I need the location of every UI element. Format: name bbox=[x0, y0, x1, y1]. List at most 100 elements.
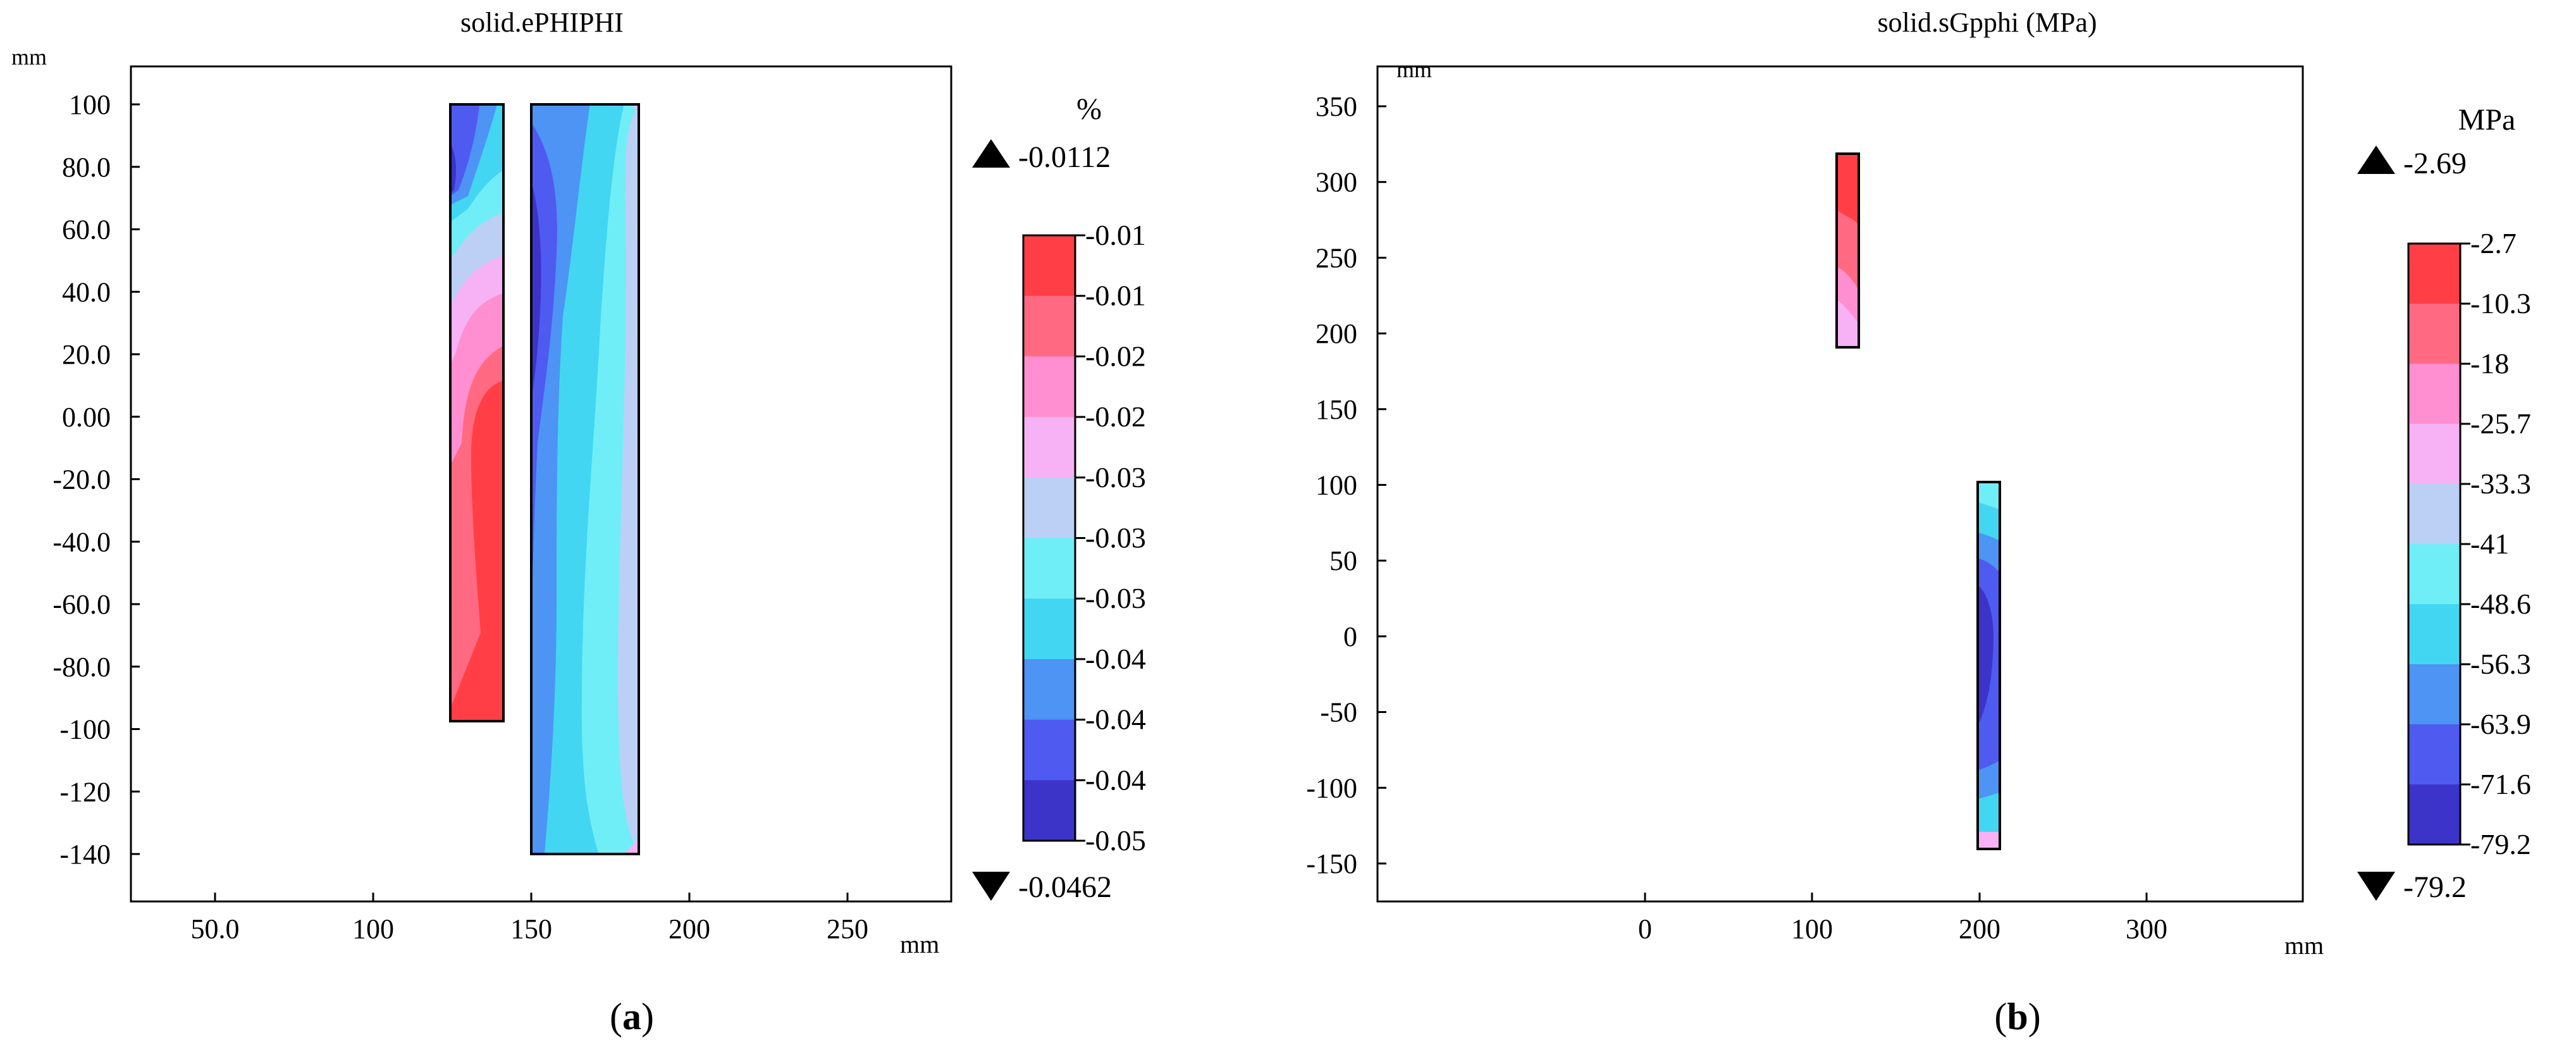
colorbar-segment bbox=[1023, 538, 1075, 599]
colorbar-label: -48.6 bbox=[2470, 588, 2531, 620]
panel-b: solid.sGpphi (MPa) mm mm 350 300 250 200 150… bbox=[1306, 7, 2530, 1037]
max-marker-icon bbox=[972, 139, 1010, 168]
x-tick-label: 100 bbox=[1791, 913, 1833, 944]
panel-a-right-strip-outline bbox=[530, 103, 640, 855]
y-tick-label: -100 bbox=[59, 714, 111, 745]
colorbar-segment bbox=[2408, 244, 2460, 304]
colorbar-label: -33.3 bbox=[2470, 467, 2531, 500]
colorbar-label: -0.01 bbox=[1085, 219, 1146, 251]
x-tick-label: 50.0 bbox=[191, 913, 240, 944]
min-marker-icon bbox=[2357, 872, 2395, 901]
colorbar-label: -0.04 bbox=[1085, 703, 1146, 736]
x-tick-label: 0 bbox=[1638, 913, 1652, 944]
panel-a-y-unit: mm bbox=[11, 44, 47, 70]
y-tick-label: 80.0 bbox=[62, 152, 111, 183]
colorbar-segment bbox=[2408, 304, 2460, 364]
panel-a-y-axis: 100 80.0 60.0 40.0 20.0 0.00 -20.0 -40.0 -60.0 -8… bbox=[52, 89, 140, 870]
colorbar-segment bbox=[2408, 604, 2460, 665]
panel-a-legend-max: -0.0112 bbox=[1018, 140, 1111, 174]
colorbar-label: -0.02 bbox=[1085, 400, 1146, 433]
panel-a-legend-min: -0.0462 bbox=[1018, 870, 1112, 904]
y-tick-label: 150 bbox=[1316, 394, 1357, 425]
y-tick-label: 300 bbox=[1316, 167, 1357, 198]
panel-b-colorbar: -2.7 -10.3 -18 -25.7 -33.3 -41 -48.6 -56.3 -63.9… bbox=[2407, 227, 2531, 860]
x-tick-label: 200 bbox=[669, 913, 710, 944]
panel-a-left-strip bbox=[450, 104, 503, 721]
y-tick-label: 350 bbox=[1316, 91, 1357, 122]
panel-b-x-unit: mm bbox=[2284, 931, 2324, 960]
panel-a-plot-frame bbox=[130, 65, 952, 903]
y-tick-label: 100 bbox=[1316, 470, 1357, 501]
colorbar-label: -0.04 bbox=[1085, 764, 1146, 796]
y-tick-label: 0 bbox=[1343, 621, 1357, 652]
panel-b-upper-strip-outline bbox=[1835, 152, 1860, 349]
colorbar-label: -0.02 bbox=[1085, 340, 1146, 372]
y-tick-label: -20.0 bbox=[52, 464, 111, 495]
colorbar-label: -18 bbox=[2470, 347, 2509, 380]
panel-b-lower-strip-outline bbox=[1976, 481, 2001, 850]
colorbar-label: -0.05 bbox=[1085, 824, 1146, 857]
colorbar-segment bbox=[1023, 780, 1075, 841]
panel-a-x-axis: 50.0 100 150 200 250 bbox=[191, 893, 868, 944]
y-tick-label: 50 bbox=[1329, 545, 1357, 576]
colorbar-label: -41 bbox=[2470, 528, 2509, 560]
y-tick-label: -140 bbox=[59, 839, 111, 870]
panel-b-y-unit: mm bbox=[1396, 57, 1432, 82]
colorbar-segment bbox=[1023, 477, 1075, 538]
x-tick-label: 200 bbox=[1959, 913, 2000, 944]
y-tick-label: -150 bbox=[1306, 848, 1357, 879]
colorbar-segment bbox=[2408, 724, 2460, 785]
y-tick-label: -50 bbox=[1320, 697, 1357, 728]
colorbar-label: -63.9 bbox=[2470, 708, 2531, 740]
x-tick-label: 100 bbox=[352, 913, 394, 944]
colorbar-segment bbox=[1023, 235, 1075, 297]
x-tick-label: 300 bbox=[2126, 913, 2167, 944]
y-tick-label: 100 bbox=[69, 89, 111, 120]
y-tick-label: -40.0 bbox=[52, 526, 111, 557]
colorbar-segment bbox=[2408, 664, 2460, 725]
panel-b-title: solid.sGpphi (MPa) bbox=[1877, 7, 2097, 38]
colorbar-segment bbox=[2408, 544, 2460, 605]
colorbar-label: -0.03 bbox=[1085, 461, 1146, 493]
y-tick-label: 200 bbox=[1316, 318, 1357, 349]
y-tick-label: -80.0 bbox=[52, 652, 111, 683]
colorbar-segment bbox=[2408, 784, 2460, 845]
panel-b-lower-strip bbox=[1978, 482, 2000, 849]
panel-b-legend-min: -79.2 bbox=[2403, 870, 2467, 904]
colorbar-label: -79.2 bbox=[2470, 828, 2531, 860]
colorbar-label: -2.7 bbox=[2470, 227, 2517, 259]
colorbar-segment bbox=[2408, 364, 2460, 424]
panel-b-legend-unit: MPa bbox=[2458, 103, 2516, 137]
y-tick-label: 250 bbox=[1316, 242, 1357, 273]
panel-a: solid.ePHIPHI mm mm 100 80.0 60.0 40.0 20.0 0… bbox=[11, 7, 1146, 1037]
panel-b-x-axis: 0 100 200 300 bbox=[1638, 893, 2167, 944]
panel-a-title: solid.ePHIPHI bbox=[460, 7, 624, 38]
panel-a-colorbar: -0.01 -0.01 -0.02 -0.02 -0.03 -0.03 -0.03 -0.04… bbox=[1022, 219, 1146, 857]
y-tick-label: 20.0 bbox=[62, 339, 111, 370]
panel-a-x-unit: mm bbox=[900, 930, 939, 958]
x-tick-label: 150 bbox=[510, 913, 552, 944]
colorbar-label: -0.04 bbox=[1085, 643, 1146, 675]
panel-a-right-strip bbox=[531, 104, 639, 854]
colorbar-label: -71.6 bbox=[2470, 768, 2531, 800]
panel-a-legend-unit: % bbox=[1076, 92, 1102, 126]
colorbar-segment bbox=[1023, 659, 1075, 721]
panel-b-y-axis: 350 300 250 200 150 100 50 0 -50 -100 -150 bbox=[1306, 91, 1386, 879]
panel-b-legend-max: -2.69 bbox=[2403, 147, 2467, 180]
colorbar-segment bbox=[1023, 356, 1075, 418]
y-tick-label: 40.0 bbox=[62, 276, 111, 307]
colorbar-segment bbox=[2408, 424, 2460, 485]
colorbar-label: -0.01 bbox=[1085, 280, 1146, 312]
colorbar-segment bbox=[1023, 719, 1075, 781]
colorbar-label: -56.3 bbox=[2470, 648, 2531, 680]
colorbar-segment bbox=[1023, 417, 1075, 478]
panel-b-label: (b) bbox=[1994, 996, 2040, 1037]
colorbar-label: -25.7 bbox=[2470, 407, 2531, 440]
y-tick-label: 0.00 bbox=[62, 402, 111, 433]
y-tick-label: -100 bbox=[1306, 772, 1357, 803]
panel-a-label: (a) bbox=[610, 996, 654, 1037]
max-marker-icon bbox=[2357, 145, 2395, 174]
colorbar-label: -0.03 bbox=[1085, 582, 1146, 614]
colorbar-segment bbox=[1023, 598, 1075, 660]
